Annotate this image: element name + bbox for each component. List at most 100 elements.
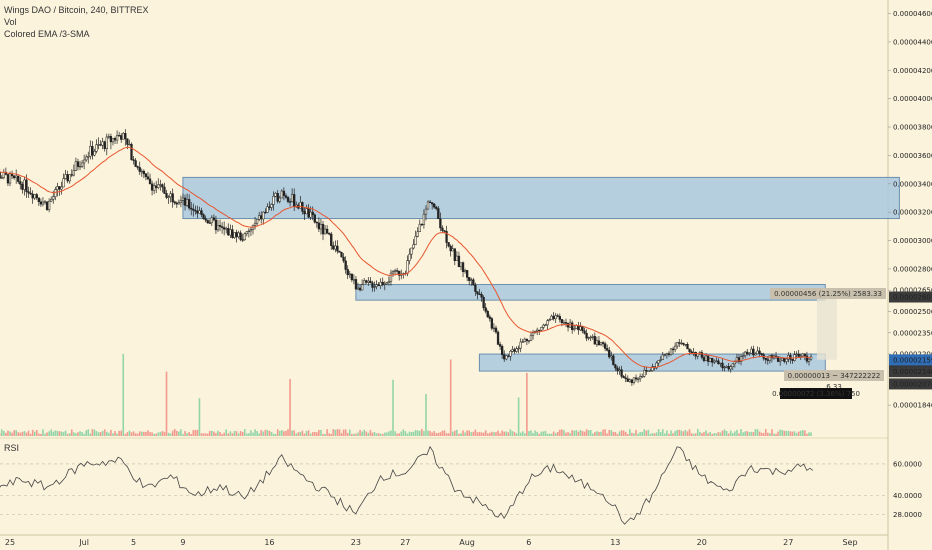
volume-bar [705,430,707,436]
volume-bar [357,432,359,436]
volume-bar [738,433,740,436]
candle-body [591,336,594,338]
volume-bar [126,432,129,436]
volume-bar [690,433,693,436]
volume-bar [348,429,351,436]
candle-body [725,366,728,368]
candle-body [278,197,281,202]
candle-body [624,377,627,380]
candle-body [350,273,353,281]
volume-bar [93,429,96,436]
candle-body [649,370,652,372]
candle-body [218,225,222,227]
volume-bar [219,432,221,436]
volume-bar [40,433,42,436]
volume-bar [326,429,328,436]
volume-bar [622,430,625,436]
volume-bar [239,431,242,436]
volume-bar [598,431,600,436]
volume-bar [445,433,448,436]
volume-bar [585,429,588,436]
volume-bar [437,433,440,436]
volume-bar [495,432,497,436]
volume-bar [729,430,732,436]
volume-bar [653,433,656,436]
volume-bar [155,433,158,436]
candle-body [636,378,640,380]
candle-body [64,174,67,179]
volume-bar [31,429,34,436]
volume-bar [252,432,254,436]
candle-body [805,355,809,362]
candle-body [225,228,228,230]
candle-body [45,201,49,210]
volume-bar [167,432,170,436]
candle-body [383,283,386,286]
candle-body [704,355,708,361]
volume-bar [797,431,800,436]
volume-bar [394,431,396,436]
candle-body [573,328,576,331]
volume-bar [346,432,349,436]
volume-bar [764,429,767,436]
candle-body [80,162,84,167]
candle-body [546,320,549,326]
candle-body [702,357,706,361]
candle-body [424,208,428,215]
candle-body [503,354,506,360]
volume-bar [29,433,32,436]
volume-bar [264,429,267,436]
volume-bar [23,431,26,436]
candle-body [581,326,584,332]
volume-bar [229,431,232,436]
candle-body [286,197,290,202]
volume-bar [750,431,753,436]
candles [0,129,813,386]
volume-bar [414,429,417,436]
volume-bar [540,431,543,436]
candle-body [140,170,143,173]
candle-body [183,197,187,206]
volume-bar [509,429,512,436]
candle-body [179,200,183,203]
ema-label: Colored EMA /3-SMA [4,29,90,39]
candle-body [58,186,61,190]
candle-body [809,356,813,360]
candle-body [74,161,78,171]
candle-body [787,355,790,360]
candle-body [332,245,335,250]
zones [182,176,900,372]
volume-bar [200,433,203,436]
volume-bar [573,430,576,436]
candle-body [741,355,745,357]
candle-body [480,294,483,298]
volume-bar [550,433,553,436]
candle-body [175,202,178,205]
candle-body [323,228,327,235]
candle-body [113,138,117,141]
candle-body [437,208,440,220]
time-axis: 25 Jul 5 9 16 23 27 Aug 6 13 20 27 Sep [5,538,858,547]
volume-bar [303,433,306,436]
volume-bar [371,432,374,436]
candle-body [128,143,131,146]
candle-body [72,170,75,176]
candle-body [253,222,257,226]
candle-body [505,355,508,360]
volume-bar [678,429,681,436]
candle-body [87,156,90,158]
volume-bar [35,430,38,436]
volume-bar [556,431,559,436]
time-tick-label: Jul [78,538,89,547]
price-badge-upper-bg [889,291,932,303]
volume-bar [754,429,757,436]
volume-bar [291,430,293,436]
candle-body [764,358,767,360]
volume-bar [799,430,802,436]
price-tick-label: 0.00004000 [893,95,932,103]
candle-body [638,376,642,380]
volume-bar [388,431,390,436]
volume-bar [184,431,186,436]
candle-body [739,356,743,362]
